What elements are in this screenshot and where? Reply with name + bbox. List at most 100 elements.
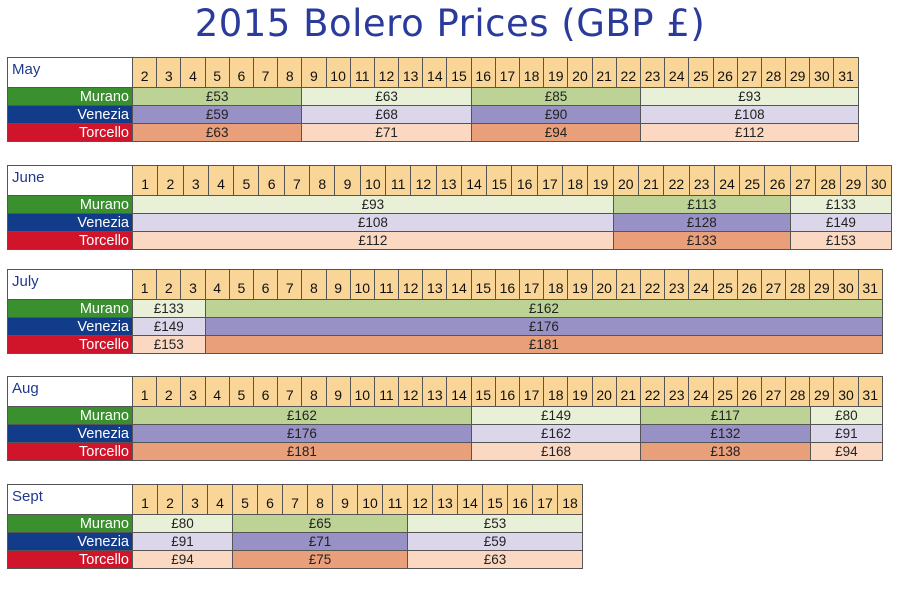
day-cell: 7 xyxy=(284,166,311,196)
day-cell: 2 xyxy=(157,270,182,300)
price-cell: £85 xyxy=(471,88,642,106)
day-cell: 31 xyxy=(834,58,859,88)
day-cell: 28 xyxy=(786,377,811,407)
day-cell: 1 xyxy=(133,166,159,196)
torcello-label: Torcello xyxy=(8,551,133,569)
torcello-price-row: Torcello £181 £168 £138 £94 xyxy=(8,443,884,461)
price-cell: £181 xyxy=(133,443,472,461)
price-cell: £80 xyxy=(810,407,884,425)
price-cell: £162 xyxy=(205,300,884,318)
murano-label: Murano xyxy=(8,407,133,425)
price-cell: £108 xyxy=(641,106,859,124)
day-cell: 14 xyxy=(458,485,483,515)
day-cell: 21 xyxy=(592,58,617,88)
venezia-price-row: Venezia £176 £162 £132 £91 xyxy=(8,425,884,443)
day-cell: 5 xyxy=(234,166,260,196)
day-cell: 1 xyxy=(133,377,158,407)
murano-price-row: Murano £133 £162 xyxy=(8,300,884,318)
price-cell: £132 xyxy=(641,425,811,443)
day-cell: 3 xyxy=(181,270,206,300)
day-cell: 22 xyxy=(616,58,641,88)
day-cell: 29 xyxy=(841,166,867,196)
day-cell: 17 xyxy=(520,270,545,300)
price-cell: £68 xyxy=(302,106,472,124)
price-cell: £153 xyxy=(133,336,206,354)
venezia-label: Venezia xyxy=(8,533,133,551)
month-table-june: June 1 2 3 4 5 6 7 8 9 10 11 12 13 14 15 16 17 18 19 20 21 22 2… xyxy=(7,165,892,250)
day-cell: 10 xyxy=(360,166,386,196)
venezia-label: Venezia xyxy=(8,106,133,124)
price-cell: £53 xyxy=(408,515,583,533)
price-cell: £59 xyxy=(408,533,583,551)
day-cell: 14 xyxy=(447,377,472,407)
torcello-price-row: Torcello £112 £133 £153 xyxy=(8,232,892,250)
day-cell: 11 xyxy=(374,270,400,300)
day-cell: 27 xyxy=(761,377,787,407)
day-cell: 7 xyxy=(278,377,303,407)
murano-label: Murano xyxy=(8,88,133,106)
month-table-aug: Aug 1 2 3 4 5 6 7 8 9 10 11 12 13 14 15 16 17 18 19 20 21 22 23… xyxy=(7,376,884,461)
day-cell: 26 xyxy=(737,377,762,407)
price-cell: £91 xyxy=(133,533,233,551)
day-cell: 23 xyxy=(665,377,690,407)
price-cell: £149 xyxy=(133,318,206,336)
day-cell: 14 xyxy=(461,166,488,196)
day-cell: 8 xyxy=(308,485,333,515)
month-header-row: Aug 1 2 3 4 5 6 7 8 9 10 11 12 13 14 15 16 17 18 19 20 21 22 23… xyxy=(8,377,883,407)
day-cell: 24 xyxy=(714,166,741,196)
venezia-price-row: Venezia £59 £68 £90 £108 xyxy=(8,106,859,124)
day-cell: 4 xyxy=(205,270,230,300)
price-cell: £113 xyxy=(613,196,791,214)
day-cell: 23 xyxy=(640,58,666,88)
day-cell: 10 xyxy=(326,58,351,88)
day-cell: 26 xyxy=(765,166,791,196)
price-cell: £162 xyxy=(133,407,472,425)
day-cell: 7 xyxy=(283,485,308,515)
day-cell: 6 xyxy=(258,485,283,515)
day-cell: 4 xyxy=(208,485,233,515)
day-cell: 21 xyxy=(638,166,665,196)
day-cell: 4 xyxy=(208,166,235,196)
month-label: May xyxy=(8,58,133,88)
venezia-label: Venezia xyxy=(8,214,133,232)
day-cell: 3 xyxy=(157,58,182,88)
day-cell: 20 xyxy=(592,270,617,300)
day-cell: 29 xyxy=(810,270,835,300)
price-cell: £112 xyxy=(133,232,614,250)
price-cell: £63 xyxy=(133,124,303,142)
month-label: Aug xyxy=(8,377,133,407)
day-cell: 15 xyxy=(447,58,472,88)
day-cell: 9 xyxy=(302,58,327,88)
day-cell: 31 xyxy=(858,270,883,300)
day-cell: 1 xyxy=(133,485,158,515)
day-cell: 3 xyxy=(183,166,209,196)
day-cell: 12 xyxy=(408,485,433,515)
day-cell: 10 xyxy=(350,377,375,407)
day-cell: 5 xyxy=(229,270,254,300)
torcello-label: Torcello xyxy=(8,124,133,142)
day-cell: 15 xyxy=(487,166,513,196)
day-cell: 25 xyxy=(713,270,738,300)
day-cell: 16 xyxy=(512,166,538,196)
price-cell: £93 xyxy=(133,196,614,214)
day-cell: 24 xyxy=(665,58,690,88)
month-header-row: July 1 2 3 4 5 6 7 8 9 10 11 12 13 14 15 16 17 18 19 20 21 22 2… xyxy=(8,270,883,300)
day-cell: 30 xyxy=(834,377,859,407)
price-cell: £112 xyxy=(641,124,859,142)
month-label: Sept xyxy=(8,485,133,515)
month-table-july: July 1 2 3 4 5 6 7 8 9 10 11 12 13 14 15 16 17 18 19 20 21 22 2… xyxy=(7,269,884,354)
day-cell: 24 xyxy=(689,377,714,407)
day-cell: 9 xyxy=(326,377,351,407)
day-cell: 28 xyxy=(761,58,787,88)
day-cell: 18 xyxy=(558,485,583,515)
murano-price-row: Murano £80 £65 £53 xyxy=(8,515,583,533)
day-cell: 15 xyxy=(471,377,496,407)
day-cell: 18 xyxy=(544,377,569,407)
day-cell: 9 xyxy=(326,270,351,300)
day-cell: 19 xyxy=(588,166,614,196)
day-cell: 15 xyxy=(483,485,508,515)
day-cell: 17 xyxy=(520,377,545,407)
price-cell: £63 xyxy=(302,88,472,106)
day-cell: 14 xyxy=(423,58,448,88)
price-cell: £117 xyxy=(641,407,811,425)
